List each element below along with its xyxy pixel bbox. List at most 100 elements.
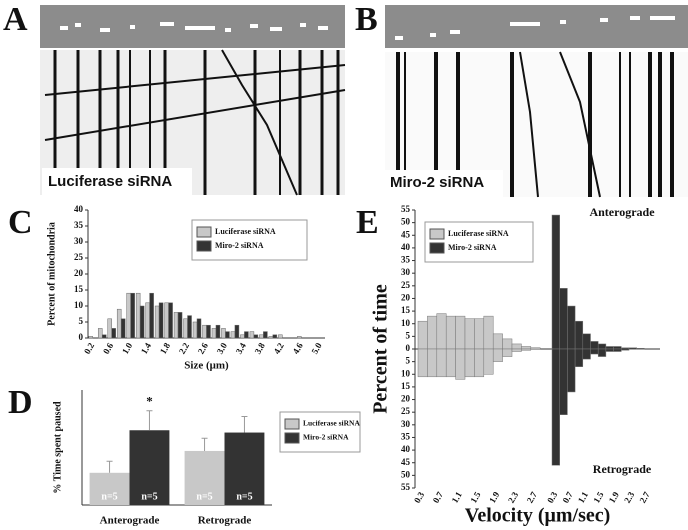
bar bbox=[597, 348, 607, 357]
y-tick-label: 0 bbox=[79, 332, 84, 342]
legend-label: Luciferase siRNA bbox=[215, 227, 276, 236]
legend-swatch bbox=[284, 432, 300, 444]
y-tick-label: 15 bbox=[401, 305, 411, 315]
x-tick-label: 2.7 bbox=[637, 490, 652, 505]
bar bbox=[455, 315, 466, 350]
bar bbox=[559, 288, 568, 350]
error-bar bbox=[106, 460, 113, 473]
bar bbox=[173, 312, 179, 339]
bar bbox=[474, 348, 485, 378]
x-tick-label: 0.3 bbox=[412, 490, 427, 505]
n-label: n=5 bbox=[196, 491, 212, 502]
bar bbox=[427, 348, 438, 378]
bar bbox=[183, 318, 188, 339]
y-tick-label: 55 bbox=[401, 482, 411, 492]
y-tick-label: 50 bbox=[401, 217, 411, 227]
bar bbox=[502, 338, 513, 350]
x-tick-label: 0.3 bbox=[545, 490, 560, 505]
bar bbox=[129, 430, 170, 505]
y-tick-label: 10 bbox=[401, 368, 411, 378]
bar bbox=[244, 331, 249, 339]
bar bbox=[249, 331, 255, 339]
panel-label: D bbox=[8, 384, 33, 421]
bar bbox=[590, 348, 599, 355]
x-tick-label: 2.2 bbox=[177, 341, 192, 356]
x-tick-label: 1.4 bbox=[139, 341, 154, 356]
bar bbox=[474, 318, 485, 350]
y-tick-label: 10 bbox=[401, 318, 411, 328]
y-axis-label: Percent of time bbox=[370, 284, 392, 414]
bar bbox=[613, 348, 622, 352]
bar bbox=[278, 334, 283, 339]
bar bbox=[464, 318, 475, 350]
bar bbox=[177, 312, 183, 339]
bar bbox=[215, 324, 221, 339]
bar bbox=[445, 348, 456, 378]
bar bbox=[240, 334, 245, 339]
image-caption: Luciferase siRNA bbox=[48, 173, 172, 190]
bar bbox=[582, 348, 591, 360]
bar bbox=[297, 336, 302, 339]
bar bbox=[483, 348, 494, 375]
bar bbox=[230, 331, 236, 339]
legend-label: Luciferase siRNA bbox=[448, 229, 509, 238]
y-tick-label: 25 bbox=[401, 280, 411, 290]
image-caption: Miro-2 siRNA bbox=[390, 174, 484, 191]
y-tick-label: 20 bbox=[401, 293, 411, 303]
y-tick-label: 35 bbox=[401, 255, 411, 265]
bar bbox=[530, 347, 541, 350]
legend-label: Miro-2 siRNA bbox=[448, 243, 497, 252]
x-tick-label: Retrograde bbox=[198, 515, 252, 527]
panel-label: A bbox=[3, 1, 28, 38]
y-tick-label: 35 bbox=[74, 220, 84, 230]
y-axis-label: Percent of mitochondria bbox=[46, 222, 57, 326]
legend-label: Luciferase siRNA bbox=[303, 419, 360, 428]
bar bbox=[116, 308, 122, 339]
bar bbox=[417, 348, 428, 378]
n-label: n=5 bbox=[141, 491, 157, 502]
bar bbox=[521, 346, 532, 350]
x-tick-label: 2.7 bbox=[525, 490, 540, 505]
y-tick-label: 30 bbox=[401, 419, 411, 429]
x-tick-label: 0.7 bbox=[560, 490, 575, 505]
bar bbox=[574, 348, 584, 367]
bar bbox=[164, 302, 169, 339]
bar bbox=[88, 336, 93, 339]
bar bbox=[502, 348, 513, 357]
annotation: Anterograde bbox=[589, 205, 655, 219]
y-axis-label: % Time spent paused bbox=[52, 401, 63, 494]
bar bbox=[263, 331, 268, 339]
y-tick-label: 5 bbox=[79, 316, 84, 326]
bar bbox=[582, 333, 591, 350]
n-label: n=5 bbox=[236, 491, 252, 502]
bar bbox=[272, 334, 278, 339]
bar bbox=[559, 348, 568, 415]
bar bbox=[605, 346, 614, 350]
bar bbox=[259, 334, 264, 339]
x-tick-label: 4.6 bbox=[291, 341, 306, 356]
n-label: n=5 bbox=[101, 491, 117, 502]
x-tick-label: 1.1 bbox=[450, 490, 465, 505]
bar bbox=[567, 348, 576, 393]
bar bbox=[211, 328, 217, 339]
x-tick-label: 4.2 bbox=[272, 341, 287, 356]
y-tick-label: 10 bbox=[74, 300, 84, 310]
bar bbox=[427, 315, 438, 350]
bar bbox=[192, 321, 198, 339]
y-tick-label: 45 bbox=[401, 229, 411, 239]
bar bbox=[567, 305, 576, 350]
bar bbox=[551, 214, 560, 350]
bar bbox=[574, 320, 584, 350]
y-tick-label: 30 bbox=[401, 267, 411, 277]
legend-swatch bbox=[284, 418, 300, 430]
x-tick-label: 3.8 bbox=[253, 341, 268, 356]
legend-label: Miro-2 siRNA bbox=[215, 241, 264, 250]
legend-label: Miro-2 siRNA bbox=[303, 433, 349, 442]
y-tick-label: 0 bbox=[406, 343, 411, 353]
bar bbox=[97, 328, 103, 339]
x-tick-label: 2.3 bbox=[622, 490, 637, 505]
error-bar bbox=[146, 410, 153, 431]
panel-label: B bbox=[355, 1, 378, 38]
image-b: Miro-2 siRNA bbox=[385, 5, 688, 198]
